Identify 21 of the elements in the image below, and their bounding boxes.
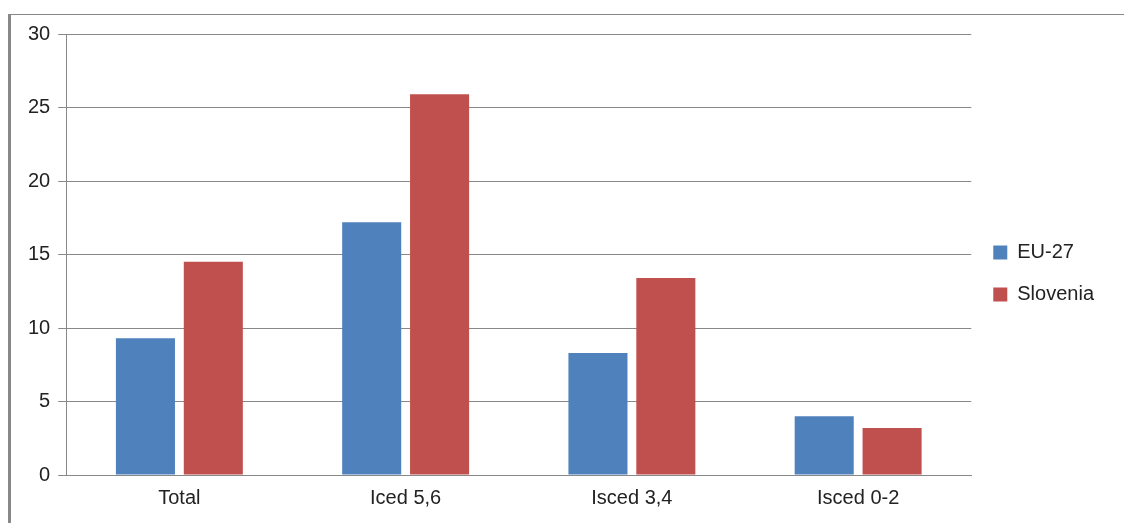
bar (636, 278, 696, 475)
bar (862, 427, 922, 475)
bar (568, 352, 628, 475)
y-tick-label: 15 (28, 242, 51, 265)
bar (342, 222, 402, 475)
y-tick-label: 30 (28, 21, 51, 44)
y-tick-label: 25 (28, 95, 51, 118)
x-tick-label: Iced 5,6 (370, 485, 442, 508)
y-tick-label: 20 (28, 168, 51, 191)
bar (410, 94, 470, 475)
x-tick-label: Isced 0-2 (817, 485, 900, 508)
bar (115, 338, 175, 475)
bar (183, 261, 243, 475)
legend-label: Slovenia (1017, 282, 1095, 305)
y-tick-label: 10 (28, 315, 51, 338)
y-tick-label: 5 (39, 389, 51, 412)
x-tick-label: Isced 3,4 (591, 485, 673, 508)
bar (794, 416, 854, 475)
legend-label: EU-27 (1017, 240, 1074, 263)
y-tick-label: 0 (39, 462, 51, 485)
x-tick-label: Total (158, 485, 201, 508)
